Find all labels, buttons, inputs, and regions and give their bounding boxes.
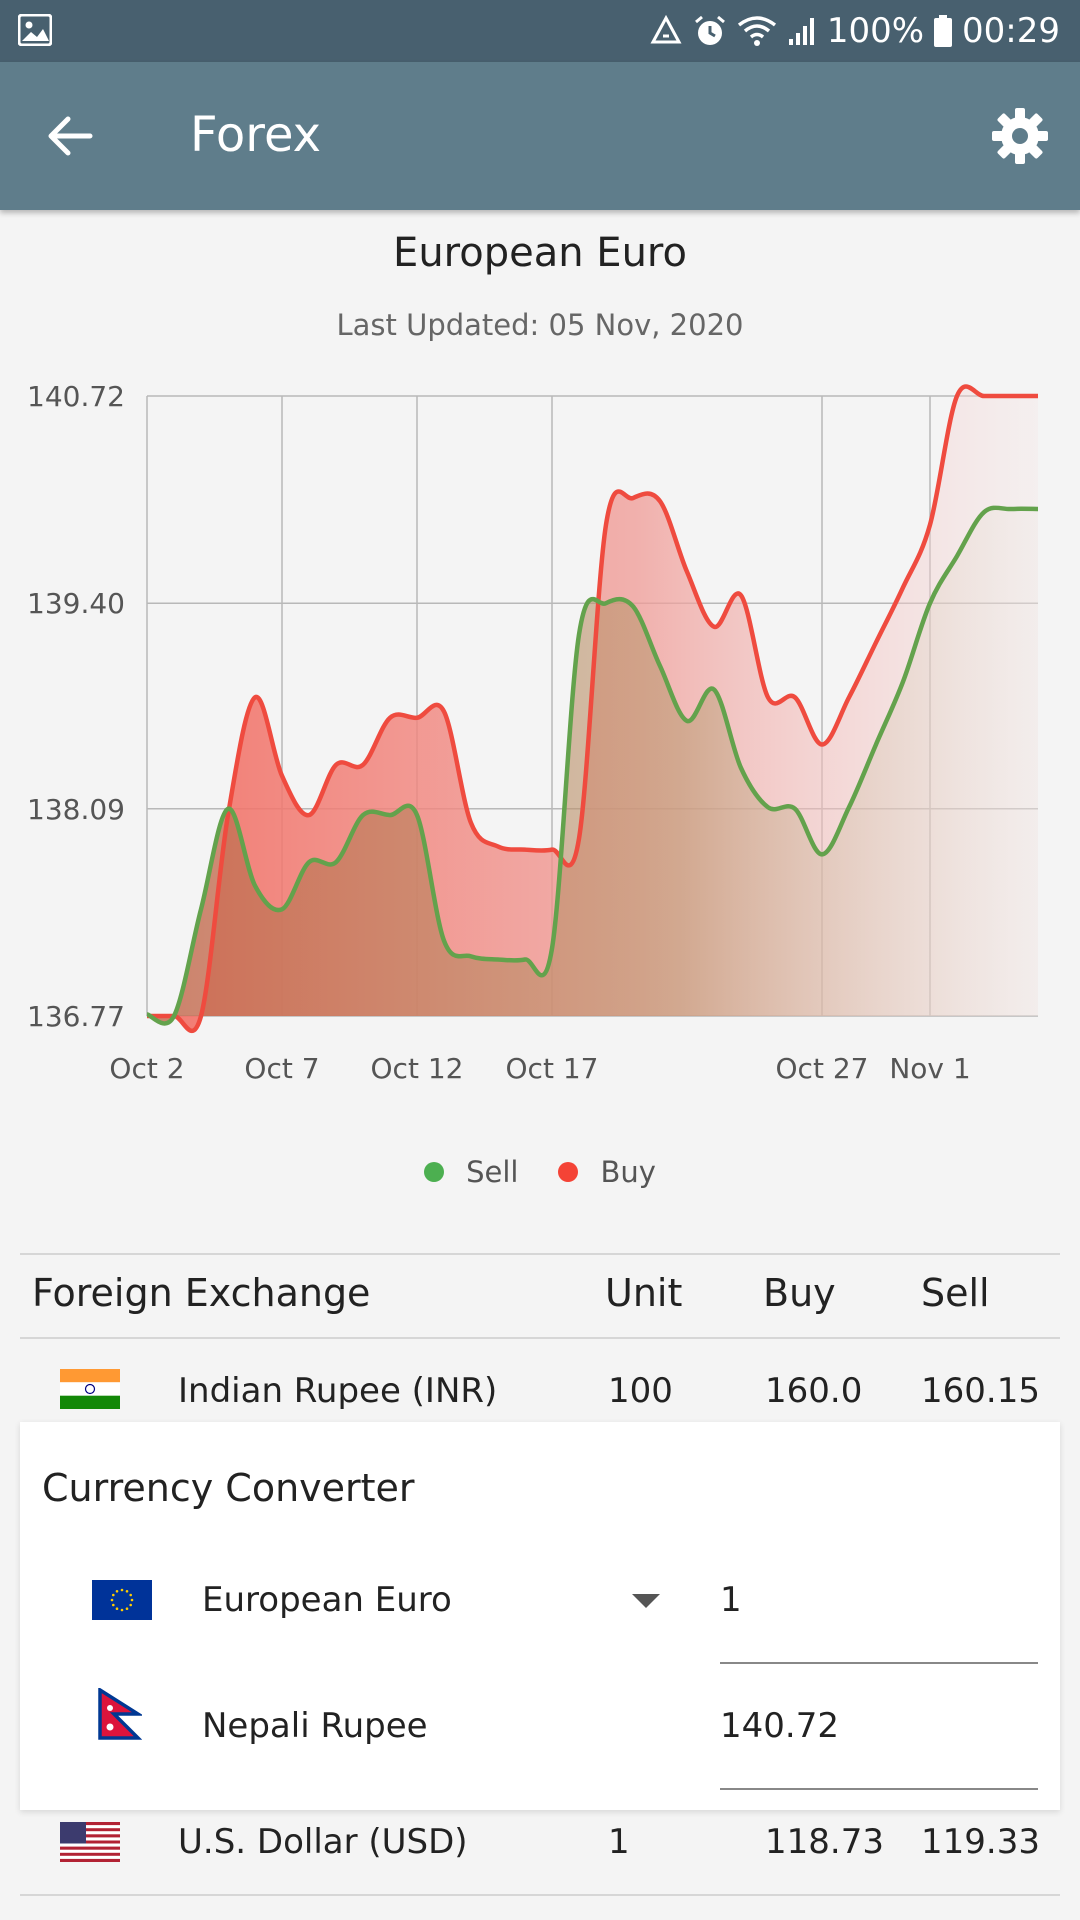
currency-buy: 118.73	[765, 1822, 884, 1862]
sell-line	[146, 505, 1039, 1026]
app-bar: Forex	[0, 62, 1080, 210]
y-tick-label: 138.09	[27, 793, 125, 826]
currency-converter-card: Currency Converter European Euro 1 Nepal…	[20, 1422, 1060, 1810]
x-tick-label: Oct 17	[506, 1052, 599, 1085]
gear-icon[interactable]	[988, 104, 1052, 168]
x-tick-label: Oct 27	[776, 1052, 869, 1085]
wifi-icon	[737, 16, 776, 46]
chart-title: European Euro	[393, 230, 687, 276]
sell-area	[147, 507, 1038, 1024]
header-name: Foreign Exchange	[32, 1271, 371, 1315]
to-amount-underline	[720, 1788, 1038, 1790]
recycle-icon	[650, 15, 682, 44]
sell-dot-icon	[424, 1162, 445, 1182]
legend-buy: Buy	[558, 1155, 656, 1189]
to-amount-output[interactable]: 140.72	[720, 1706, 839, 1746]
table-header: Foreign Exchange Unit Buy Sell	[20, 1255, 1060, 1337]
currency-unit: 100	[608, 1371, 673, 1411]
converter-title: Currency Converter	[42, 1466, 415, 1510]
eu-flag-icon	[92, 1580, 152, 1620]
divider	[20, 1253, 1060, 1255]
legend-buy-label: Buy	[600, 1155, 656, 1189]
currency-unit: 1	[608, 1822, 630, 1862]
battery-percent: 100%	[826, 11, 925, 51]
forex-chart: 136.77 138.09 139.40 140.72 Oct 2 Oct 7 Oct 1…	[27, 380, 1039, 1085]
image-icon	[18, 14, 52, 46]
divider	[20, 1894, 1060, 1896]
header-unit: Unit	[605, 1271, 683, 1315]
table-row[interactable]: U.S. Dollar (USD) 1 118.73 119.33	[20, 1810, 1060, 1896]
from-amount-underline	[720, 1662, 1038, 1664]
alarm-icon	[694, 15, 725, 45]
from-amount-input[interactable]: 1	[720, 1580, 742, 1620]
nepal-flag-icon	[98, 1688, 142, 1740]
from-currency-select[interactable]: European Euro	[202, 1580, 452, 1620]
currency-sell: 119.33	[921, 1822, 1040, 1862]
x-tick-label: Nov 1	[889, 1052, 970, 1085]
x-tick-label: Oct 12	[371, 1052, 464, 1085]
clock: 00:29	[962, 11, 1060, 51]
currency-sell: 160.15	[921, 1371, 1040, 1411]
divider	[20, 1337, 1060, 1339]
y-tick-label: 139.40	[27, 587, 125, 620]
chevron-down-icon[interactable]	[632, 1594, 660, 1608]
currency-name: Indian Rupee (INR)	[178, 1371, 498, 1411]
battery-icon	[934, 15, 953, 47]
forex-table: Foreign Exchange Unit Buy Sell Indian Ru…	[20, 1253, 1060, 1425]
legend-sell: Sell	[424, 1155, 518, 1189]
buy-line	[147, 384, 1038, 1034]
header-buy: Buy	[763, 1271, 836, 1315]
india-flag-icon	[60, 1369, 120, 1409]
x-tick-label: Oct 2	[109, 1052, 184, 1085]
buy-dot-icon	[558, 1162, 579, 1182]
last-updated: Last Updated: 05 Nov, 2020	[336, 308, 744, 342]
y-tick-label: 140.72	[27, 380, 125, 413]
header-sell: Sell	[921, 1271, 990, 1315]
currency-buy: 160.0	[765, 1371, 863, 1411]
to-currency-label: Nepali Rupee	[202, 1706, 428, 1746]
usa-flag-icon	[60, 1822, 120, 1862]
y-tick-label: 136.77	[27, 1000, 125, 1033]
status-bar: 100% 00:29	[0, 0, 1080, 62]
arrow-left-icon[interactable]	[40, 106, 100, 166]
table-row[interactable]: Indian Rupee (INR) 100 160.0 160.15	[20, 1339, 1060, 1425]
signal-icon	[788, 18, 814, 45]
currency-name: U.S. Dollar (USD)	[178, 1822, 468, 1862]
legend-sell-label: Sell	[466, 1155, 519, 1189]
page-title: Forex	[190, 107, 322, 163]
x-tick-label: Oct 7	[244, 1052, 319, 1085]
chart-legend: Sell Buy	[0, 1155, 1080, 1189]
